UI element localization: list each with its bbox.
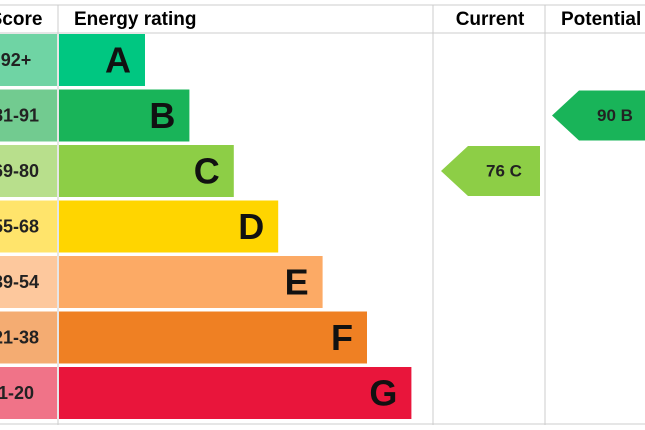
score-cell <box>0 256 57 308</box>
score-label: 81-91 <box>0 105 39 125</box>
current-header: Current <box>456 9 525 30</box>
rating-letter: E <box>285 262 309 303</box>
score-label: 92+ <box>1 50 32 70</box>
rating-bar <box>59 34 145 86</box>
score-label: 69-80 <box>0 161 39 181</box>
current-label: 76 C <box>486 161 522 180</box>
score-header: Score <box>0 9 42 30</box>
rating-letter: D <box>238 206 264 247</box>
current-arrow <box>441 146 540 196</box>
potential-label: 90 B <box>597 106 633 125</box>
rating-letter: A <box>105 40 131 81</box>
rating-letter: F <box>331 317 353 358</box>
rating-bar <box>59 145 234 197</box>
rating-bar <box>59 89 190 142</box>
rating-letter: B <box>149 95 175 136</box>
score-cell <box>0 145 57 197</box>
score-label: 1-20 <box>0 383 34 403</box>
rating-bar <box>59 256 323 308</box>
score-cell <box>0 311 57 364</box>
rating-letter: C <box>194 151 220 192</box>
potential-header: Potential <box>561 9 641 30</box>
potential-arrow <box>552 90 645 141</box>
score-label: 55-68 <box>0 216 39 236</box>
score-cell <box>0 200 57 253</box>
score-cell <box>0 367 57 419</box>
score-label: 39-54 <box>0 272 39 292</box>
rating-bar <box>59 311 367 364</box>
score-cell <box>0 34 57 86</box>
rating-bar <box>59 200 279 253</box>
score-cell <box>0 89 57 142</box>
rating-header: Energy rating <box>74 9 196 30</box>
score-label: 21-38 <box>0 327 39 347</box>
rating-letter: G <box>369 373 397 414</box>
rating-bar <box>59 367 412 419</box>
